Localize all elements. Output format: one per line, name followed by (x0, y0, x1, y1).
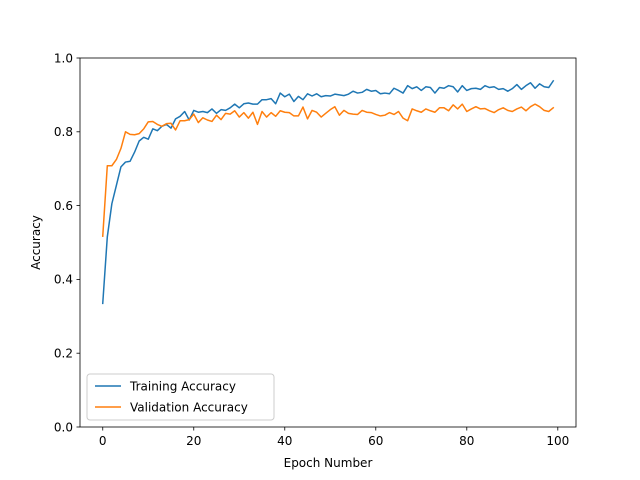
y-tick-label: 0.6 (54, 199, 73, 213)
x-tick-label: 80 (459, 434, 474, 448)
series-line-validation-accuracy (101, 103, 555, 238)
y-tick-label: 1.0 (54, 51, 73, 65)
plot-background (80, 58, 576, 427)
legend-label: Training Accuracy (129, 380, 236, 394)
axes-layer: 0 20 40 60 80 100 0.0 0.2 0.4 0.6 0.8 1.0 (54, 51, 577, 448)
y-tick-label: 0.0 (54, 420, 73, 434)
y-tick-label: 0.8 (54, 125, 73, 139)
y-tick-label: 0.4 (54, 273, 73, 287)
legend: Training Accuracy Validation Accuracy (86, 373, 275, 421)
legend-box (86, 373, 275, 421)
y-tick-label: 0.2 (54, 347, 73, 361)
series-line-training-accuracy (101, 79, 555, 305)
x-axis-label: Epoch Number (284, 456, 373, 470)
legend-label: Validation Accuracy (130, 401, 248, 415)
series-layer (101, 79, 555, 305)
x-tick-label: 20 (186, 434, 201, 448)
plot-area (80, 58, 576, 427)
x-tick-label: 60 (368, 434, 383, 448)
x-tick-label: 100 (546, 434, 569, 448)
x-tick-label: 40 (277, 434, 292, 448)
x-tick-label: 0 (99, 434, 107, 448)
y-axis-label: Accuracy (29, 215, 43, 270)
axes-frame (79, 57, 577, 428)
